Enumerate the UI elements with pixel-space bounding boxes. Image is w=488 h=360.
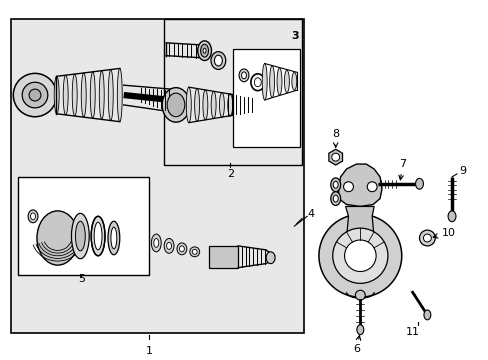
Ellipse shape [154,238,159,247]
Polygon shape [344,206,375,256]
Ellipse shape [210,52,225,69]
Circle shape [355,290,365,300]
Text: 10: 10 [432,228,455,238]
Polygon shape [328,149,342,165]
Circle shape [423,234,430,242]
Ellipse shape [28,210,38,223]
Circle shape [318,214,401,297]
Text: 9: 9 [458,166,465,176]
Text: 4: 4 [306,210,314,219]
Ellipse shape [423,310,430,320]
Ellipse shape [177,243,186,255]
Bar [11,19,304,333]
Ellipse shape [291,72,296,90]
Ellipse shape [192,249,197,254]
Text: 5: 5 [78,274,84,284]
Ellipse shape [447,211,455,222]
Ellipse shape [277,68,282,95]
Bar [233,49,300,147]
Ellipse shape [91,216,105,256]
Ellipse shape [81,73,86,117]
Ellipse shape [200,44,208,57]
Ellipse shape [166,242,171,249]
Ellipse shape [54,76,59,114]
Ellipse shape [63,75,68,115]
Circle shape [13,73,57,117]
Text: 7: 7 [398,159,406,180]
Ellipse shape [162,87,189,122]
Text: 8: 8 [331,129,339,147]
Ellipse shape [203,90,207,120]
Ellipse shape [94,222,102,250]
Ellipse shape [151,234,161,252]
Ellipse shape [71,213,89,259]
Ellipse shape [37,211,78,265]
Ellipse shape [214,55,222,66]
Circle shape [29,89,41,101]
Ellipse shape [241,72,246,79]
Ellipse shape [90,72,95,118]
Ellipse shape [197,41,211,60]
Ellipse shape [254,78,261,87]
Ellipse shape [211,91,216,118]
Ellipse shape [269,66,274,98]
Text: 1: 1 [145,346,153,356]
Ellipse shape [108,221,120,255]
Ellipse shape [265,252,275,264]
Ellipse shape [332,181,338,188]
Ellipse shape [30,213,36,220]
Text: 11: 11 [405,327,419,337]
Circle shape [22,82,48,108]
Bar [164,19,302,165]
Ellipse shape [415,178,423,189]
Ellipse shape [330,192,340,206]
Polygon shape [338,164,381,206]
Bar [18,177,149,275]
Circle shape [332,228,387,283]
Ellipse shape [203,48,205,53]
Ellipse shape [164,238,174,253]
Circle shape [343,182,353,192]
Ellipse shape [227,94,232,116]
Ellipse shape [254,98,264,112]
Ellipse shape [179,246,184,252]
Circle shape [366,182,376,192]
Ellipse shape [75,221,85,251]
Text: 3: 3 [291,31,299,41]
Ellipse shape [99,71,104,120]
Ellipse shape [189,247,199,257]
Ellipse shape [186,87,191,123]
Ellipse shape [330,178,340,192]
Text: 6: 6 [352,336,360,355]
Ellipse shape [284,70,289,93]
Ellipse shape [219,93,224,117]
Circle shape [344,240,375,271]
Circle shape [331,153,339,161]
Ellipse shape [167,93,184,117]
Ellipse shape [194,89,199,121]
Ellipse shape [108,69,113,121]
Text: 2: 2 [226,169,233,179]
Ellipse shape [239,69,248,82]
Ellipse shape [117,68,122,122]
Ellipse shape [111,227,117,249]
Ellipse shape [72,74,77,116]
Ellipse shape [332,195,338,202]
Ellipse shape [262,63,266,100]
Bar [208,246,238,267]
Ellipse shape [356,325,363,335]
Circle shape [419,230,434,246]
